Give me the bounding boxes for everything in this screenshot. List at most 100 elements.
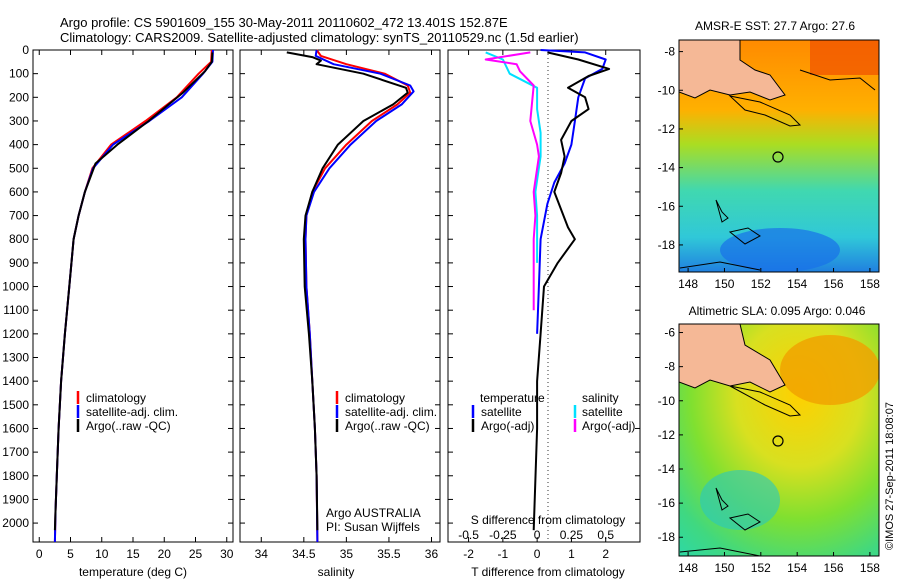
temperature-legend: climatology satellite-adj. clim. Argo(..… <box>76 391 178 433</box>
xtick-label: 34.5 <box>292 547 316 561</box>
coastline-islands <box>729 385 802 417</box>
ytick-label: 1500 <box>2 398 29 412</box>
ytick-label: 0 <box>22 43 29 57</box>
legend-header-temperature: temperature <box>480 391 545 405</box>
map-xtick-label: 148 <box>678 277 698 291</box>
map-ytick-label: -6 <box>664 326 675 340</box>
ytick-label: 1200 <box>2 327 29 341</box>
figure-title-line1: Argo profile: CS 5901609_155 30-May-2011… <box>60 15 508 30</box>
ytick-label: 500 <box>9 161 29 175</box>
ytick-label: 100 <box>9 67 29 81</box>
difference-xlabel-s: S difference from climatology <box>471 513 626 527</box>
sla-low-patch <box>700 470 780 530</box>
temperature-panel: 0 5 10 15 20 25 300100200300400500600700800900… <box>2 43 233 579</box>
ytick-label: 300 <box>9 114 29 128</box>
land-new-guinea <box>679 40 786 101</box>
legend-label-argo: Argo(..raw -QC) <box>345 419 430 433</box>
ytick-label: 900 <box>9 256 29 270</box>
sst-cool-patch <box>720 228 840 272</box>
legend-header-salinity: salinity <box>582 391 619 405</box>
ytick-label: 1100 <box>3 303 29 317</box>
map-ytick-label: -16 <box>658 199 676 213</box>
legend-label-s-satellite: satellite <box>582 405 623 419</box>
xtick-label: 25 <box>189 547 203 561</box>
xtick-label: -2 <box>463 547 474 561</box>
ytick-label: 1800 <box>2 469 29 483</box>
sst-warm-patch <box>810 40 879 75</box>
map-xtick-label: 156 <box>824 561 844 575</box>
legend-label-satellite: satellite-adj. clim. <box>345 405 437 419</box>
xtick-label: 36 <box>425 547 439 561</box>
map-xtick-label: 158 <box>860 277 880 291</box>
legend-label-t-argo: Argo(-adj) <box>481 419 534 433</box>
map-xtick-label: 148 <box>678 561 698 575</box>
series-line-temperature-argo-adj- <box>532 51 611 531</box>
sla-map-title: Altimetric SLA: 0.095 Argo: 0.046 <box>689 304 866 318</box>
sla-high-patch <box>780 335 879 405</box>
difference-legend: temperature salinity satellite Argo(-adj… <box>471 391 635 433</box>
ytick-label: 1300 <box>2 351 29 365</box>
difference-xlabel-t: T difference from climatology <box>471 565 625 579</box>
map-xtick-label: 154 <box>787 561 807 575</box>
temperature-xlabel: temperature (deg C) <box>79 565 187 579</box>
salinity-xlabel: salinity <box>318 565 355 579</box>
series-line-argo-raw-qc- <box>53 52 214 531</box>
difference-panel: -2 -1 0 1 2 -0.5 -0.25 0 0.25 0.5 T difference fr… <box>447 49 641 579</box>
map-ytick-label: -16 <box>658 496 676 510</box>
legend-label-climatology: climatology <box>86 391 146 405</box>
xtick-label: -1 <box>498 547 509 561</box>
annotation-argo-australia: Argo AUSTRALIA <box>326 506 421 520</box>
argo-float-marker <box>772 435 784 447</box>
legend-label-climatology: climatology <box>345 391 405 405</box>
map-xtick-label: 158 <box>860 561 880 575</box>
map-ytick-label: -12 <box>658 428 676 442</box>
legend-label-s-argo: Argo(-adj) <box>582 419 635 433</box>
ytick-label: 400 <box>9 138 29 152</box>
series-line-salinity-satellite <box>485 51 542 263</box>
sla-map-frame <box>678 323 880 557</box>
ytick-label: 1700 <box>2 445 29 459</box>
legend-label-satellite: satellite-adj. clim. <box>86 405 178 419</box>
ytick-label: 2000 <box>2 516 29 530</box>
coastline-east <box>799 69 876 91</box>
xtick-label-s: 0.5 <box>597 528 614 542</box>
ytick-label: 700 <box>9 209 29 223</box>
legend-label-argo: Argo(..raw -QC) <box>86 419 171 433</box>
map-ytick-label: -10 <box>658 394 676 408</box>
coastline-islands <box>728 95 802 127</box>
map-xtick-label: 156 <box>824 277 844 291</box>
xtick-label: 2 <box>602 547 609 561</box>
coastline-reefs <box>679 199 761 271</box>
xtick-label-s: -0.5 <box>458 528 479 542</box>
series-line-argo-raw-qc- <box>286 51 409 531</box>
sla-map: Altimetric SLA: 0.095 Argo: 0.046 148 150… <box>658 304 881 575</box>
coastline-reefs <box>679 487 761 556</box>
xtick-label: 35 <box>340 547 354 561</box>
map-xtick-label: 152 <box>751 561 771 575</box>
temperature-axes <box>32 49 234 543</box>
map-ytick-label: -14 <box>658 161 676 175</box>
xtick-label: 0 <box>534 547 541 561</box>
ytick-label: 600 <box>9 185 29 199</box>
map-ytick-label: -10 <box>658 83 676 97</box>
argo-float-marker <box>772 151 784 163</box>
xtick-label: 5 <box>67 547 74 561</box>
ytick-label: 1900 <box>2 492 29 506</box>
map-xtick-label: 154 <box>787 277 807 291</box>
annotation-pi: PI: Susan Wijffels <box>326 520 420 534</box>
xtick-label: 34 <box>255 547 269 561</box>
xtick-label: 1 <box>568 547 575 561</box>
sst-map-title: AMSR-E SST: 27.7 Argo: 27.6 <box>695 19 855 33</box>
xtick-label: 15 <box>126 547 140 561</box>
map-ytick-label: -12 <box>658 122 676 136</box>
sst-map-frame <box>678 39 880 273</box>
ytick-label: 200 <box>9 90 29 104</box>
footer-imos-timestamp: ©IMOS 27-Sep-2011 18:08:07 <box>884 402 896 550</box>
xtick-label: 30 <box>220 547 234 561</box>
series-line-temperature-satellite <box>536 49 607 334</box>
series-line-salinity-argo-adj- <box>484 51 540 311</box>
xtick-label: 35.5 <box>377 547 401 561</box>
xtick-label: 20 <box>158 547 172 561</box>
map-xtick-label: 152 <box>751 277 771 291</box>
